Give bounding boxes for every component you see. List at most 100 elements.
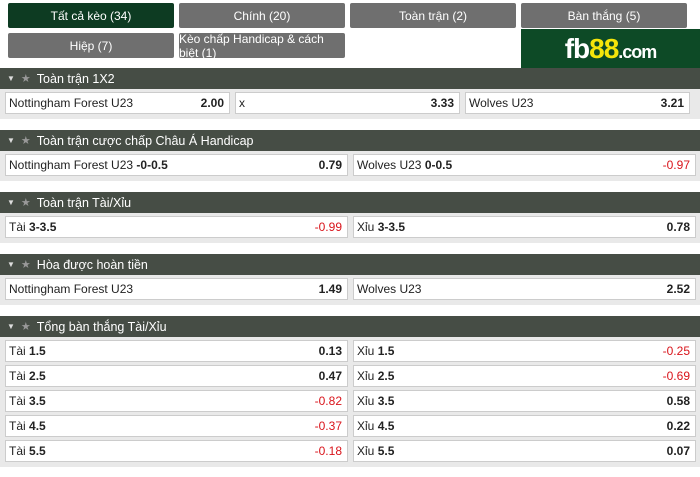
odds-row: Tài 3-3.5 -0.99 Xỉu 3-3.5 0.78 [5, 216, 700, 238]
selection-label: Tài [9, 369, 26, 383]
market-header[interactable]: ▼ ★ Toàn trận 1X2 [0, 68, 700, 89]
selection-label: Xỉu [357, 444, 375, 458]
market-section: ▼ ★ Toàn trận 1X2 Nottingham Forest U23 2.00… [0, 68, 700, 119]
odds-row: Nottingham Forest U23 2.00 x 3.33 Wolves U23… [5, 92, 700, 114]
selection-label: Wolves U23 [469, 96, 534, 110]
market-header[interactable]: ▼ ★ Toàn trận cược chấp Châu Á Handicap [0, 130, 700, 151]
star-icon[interactable]: ★ [20, 197, 31, 209]
market-title: Toàn trận cược chấp Châu Á Handicap [36, 133, 254, 148]
selection-label: Wolves U23 [357, 158, 422, 172]
odds-cell[interactable]: Tài 3.5 -0.82 [5, 390, 348, 412]
selection-line: 5.5 [377, 444, 395, 458]
odds-cell[interactable]: Tài 4.5 -0.37 [5, 415, 348, 437]
odds-value: -0.82 [314, 394, 342, 408]
odds-cell[interactable]: x 3.33 [235, 92, 460, 114]
odds-value: 0.58 [666, 394, 690, 408]
star-icon[interactable]: ★ [20, 135, 31, 147]
selection-label: Tài [9, 220, 26, 234]
market-section: ▼ ★ Hòa được hoàn tiền Nottingham Forest U2… [0, 254, 700, 305]
odds-value: 0.22 [666, 419, 690, 433]
caret-down-icon[interactable]: ▼ [7, 322, 15, 331]
star-icon[interactable]: ★ [20, 73, 31, 85]
odds-value: 3.33 [430, 96, 454, 110]
odds-value: -0.97 [662, 158, 690, 172]
caret-down-icon[interactable]: ▼ [7, 136, 15, 145]
odds-value: 0.47 [318, 369, 342, 383]
selection-line: 1.5 [377, 344, 395, 358]
selection-label: Nottingham Forest U23 [9, 282, 134, 296]
tab-half[interactable]: Hiệp (7) [8, 33, 174, 58]
selection-line: 3-3.5 [29, 220, 57, 234]
odds-cell[interactable]: Xỉu 3-3.5 0.78 [353, 216, 696, 238]
selection-line: 2.5 [377, 369, 395, 383]
odds-cell[interactable]: Xỉu 5.5 0.07 [353, 440, 696, 462]
fb88-logo: fb 88 .com [521, 29, 700, 68]
star-icon[interactable]: ★ [20, 259, 31, 271]
selection-line: 3.5 [377, 394, 395, 408]
market-title: Tổng bàn thắng Tài/Xỉu [36, 319, 167, 334]
odds-cell[interactable]: Tài 3-3.5 -0.99 [5, 216, 348, 238]
market-title: Toàn trận 1X2 [36, 71, 115, 86]
odds-row: Tài 5.5 -0.18 Xỉu 5.5 0.07 [5, 440, 700, 462]
selection-label: Tài [9, 344, 26, 358]
odds-cell[interactable]: Wolves U23 3.21 [465, 92, 690, 114]
odds-value: 0.78 [666, 220, 690, 234]
selection-line: 4.5 [29, 419, 46, 433]
selection-label: Wolves U23 [357, 282, 422, 296]
odds-value: 0.79 [318, 158, 342, 172]
odds-row: Nottingham Forest U23 -0-0.5 0.79 Wolves U… [5, 154, 700, 176]
odds-cell[interactable]: Wolves U23 0-0.5 -0.97 [353, 154, 696, 176]
selection-line: 3-3.5 [377, 220, 406, 234]
tab-goals[interactable]: Bàn thắng (5) [521, 3, 687, 28]
odds-value: -0.18 [314, 444, 342, 458]
market-header[interactable]: ▼ ★ Tổng bàn thắng Tài/Xỉu [0, 316, 700, 337]
selection-line: -0-0.5 [136, 158, 168, 172]
odds-cell[interactable]: Nottingham Forest U23 -0-0.5 0.79 [5, 154, 348, 176]
odds-cell[interactable]: Wolves U23 2.52 [353, 278, 696, 300]
odds-value: 1.49 [318, 282, 342, 296]
odds-cell[interactable]: Tài 1.5 0.13 [5, 340, 348, 362]
odds-cell[interactable]: Xỉu 1.5 -0.25 [353, 340, 696, 362]
odds-value: -0.69 [662, 369, 690, 383]
caret-down-icon[interactable]: ▼ [7, 260, 15, 269]
market-title: Toàn trận Tài/Xỉu [36, 195, 132, 210]
selection-label: Xỉu [357, 220, 375, 234]
star-icon[interactable]: ★ [20, 321, 31, 333]
selection-label: Nottingham Forest U23 [9, 158, 134, 172]
odds-value: 0.07 [666, 444, 690, 458]
selection-line: 0-0.5 [424, 158, 453, 172]
tab-main[interactable]: Chính (20) [179, 3, 345, 28]
odds-cell[interactable]: Tài 5.5 -0.18 [5, 440, 348, 462]
selection-label: x [239, 96, 245, 110]
odds-cell[interactable]: Xỉu 4.5 0.22 [353, 415, 696, 437]
tab-all[interactable]: Tất cả kèo (34) [8, 3, 174, 28]
market-title: Hòa được hoàn tiền [36, 257, 148, 272]
odds-cell[interactable]: Nottingham Forest U23 2.00 [5, 92, 230, 114]
odds-cell[interactable]: Tài 2.5 0.47 [5, 365, 348, 387]
selection-label: Tài [9, 394, 26, 408]
selection-label: Tài [9, 419, 26, 433]
market-header[interactable]: ▼ ★ Toàn trận Tài/Xỉu [0, 192, 700, 213]
odds-row: Tài 1.5 0.13 Xỉu 1.5 -0.25 [5, 340, 700, 362]
odds-row: Tài 3.5 -0.82 Xỉu 3.5 0.58 [5, 390, 700, 412]
odds-value: 0.13 [318, 344, 342, 358]
odds-cell[interactable]: Xỉu 3.5 0.58 [353, 390, 696, 412]
market-section: ▼ ★ Tổng bàn thắng Tài/Xỉu Tài 1.5 0.13 Xỉu 1… [0, 316, 700, 467]
odds-value: 3.21 [660, 96, 684, 110]
caret-down-icon[interactable]: ▼ [7, 74, 15, 83]
odds-value: -0.25 [662, 344, 690, 358]
odds-row: Nottingham Forest U23 1.49 Wolves U23 2.52 [5, 278, 700, 300]
selection-label: Nottingham Forest U23 [9, 96, 134, 110]
selection-label: Xỉu [357, 419, 375, 433]
odds-row: Tài 4.5 -0.37 Xỉu 4.5 0.22 [5, 415, 700, 437]
tab-full-match[interactable]: Toàn trận (2) [350, 3, 516, 28]
odds-value: 2.00 [200, 96, 224, 110]
market-header[interactable]: ▼ ★ Hòa được hoàn tiền [0, 254, 700, 275]
caret-down-icon[interactable]: ▼ [7, 198, 15, 207]
selection-label: Xỉu [357, 369, 375, 383]
odds-cell[interactable]: Nottingham Forest U23 1.49 [5, 278, 348, 300]
tab-handicap[interactable]: Kèo chấp Handicap & cách biệt (1) [179, 32, 345, 60]
selection-line: 5.5 [29, 444, 46, 458]
selection-line: 3.5 [29, 394, 46, 408]
odds-cell[interactable]: Xỉu 2.5 -0.69 [353, 365, 696, 387]
